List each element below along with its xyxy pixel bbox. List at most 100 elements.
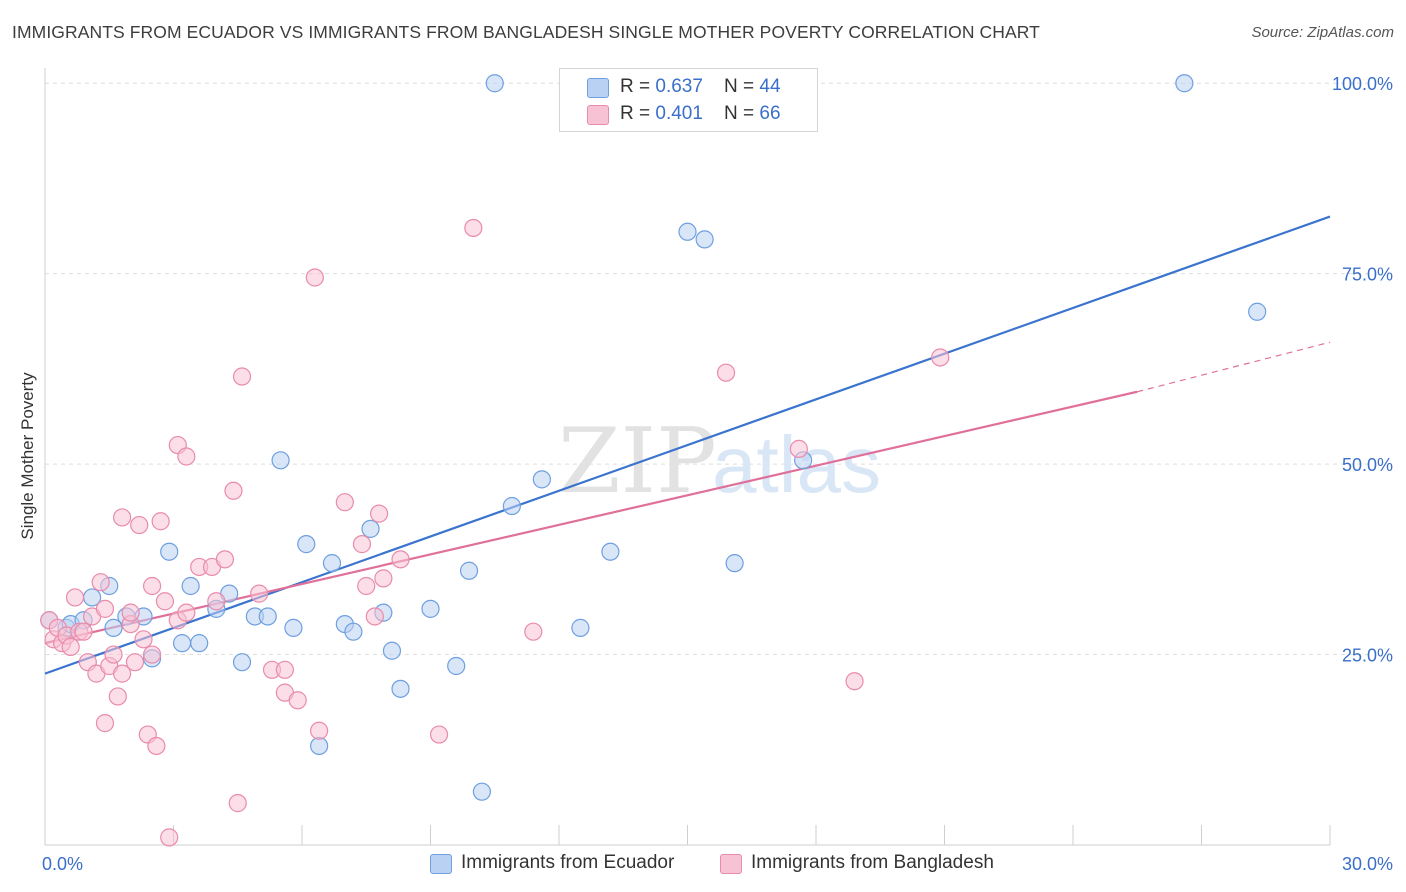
trend-lines	[44, 215, 1331, 675]
point-ecuador	[310, 736, 329, 756]
legend-r-value: 0.401	[655, 103, 703, 124]
point-ecuador	[485, 74, 504, 93]
point-ecuador	[502, 496, 521, 516]
point-bangladesh	[352, 535, 372, 554]
point-ecuador	[571, 618, 590, 637]
point-ecuador	[391, 679, 410, 698]
chart-title: IMMIGRANTS FROM ECUADOR VS IMMIGRANTS FR…	[12, 22, 1040, 42]
y-tick-label: 100.0%	[1332, 74, 1393, 94]
point-bangladesh	[228, 794, 247, 813]
point-ecuador	[258, 607, 277, 626]
point-bangladesh	[142, 645, 162, 664]
point-bangladesh	[250, 584, 269, 603]
point-ecuador	[271, 451, 290, 470]
point-bangladesh	[125, 653, 145, 672]
legend-row-bangladesh: R = 0.401 N = 66	[560, 101, 817, 127]
point-bangladesh	[357, 576, 376, 596]
correlation-legend: R = 0.637 N = 44 R = 0.401 N = 66	[559, 68, 818, 132]
watermark: ZIP atlas	[558, 409, 881, 514]
point-bangladesh	[121, 603, 140, 622]
y-tick-label: 75.0%	[1342, 265, 1393, 285]
tick-labels: 25.0% 50.0% 75.0% 100.0% 0.0% 30.0%	[42, 74, 1393, 874]
legend-n-label: N =	[724, 103, 760, 124]
series-swatch-bangladesh	[720, 854, 742, 874]
legend-swatch-ecuador	[587, 78, 609, 98]
point-bangladesh	[108, 687, 127, 706]
point-ecuador	[160, 542, 179, 561]
point-bangladesh	[112, 664, 132, 683]
point-bangladesh	[365, 607, 384, 626]
point-ecuador	[297, 535, 316, 554]
point-bangladesh	[464, 218, 483, 238]
point-bangladesh	[112, 508, 132, 527]
y-tick-label: 50.0%	[1342, 455, 1393, 475]
point-bangladesh	[374, 569, 393, 588]
legend-n-value: 44	[759, 76, 781, 97]
point-bangladesh	[215, 550, 234, 569]
point-bangladesh	[232, 367, 252, 386]
point-ecuador	[181, 576, 200, 596]
point-ecuador	[421, 599, 440, 618]
point-bangladesh	[95, 714, 115, 733]
series-label-bangladesh: Immigrants from Bangladesh	[751, 852, 994, 873]
point-bangladesh	[142, 576, 162, 596]
legend-r-value: 0.637	[655, 76, 703, 97]
point-bangladesh	[288, 691, 307, 710]
point-ecuador	[695, 230, 714, 249]
data-points	[40, 74, 1267, 847]
point-ecuador	[232, 653, 252, 672]
chart-source: Source: ZipAtlas.com	[1251, 24, 1394, 41]
legend-n-value: 66	[759, 103, 781, 124]
point-ecuador	[725, 554, 744, 573]
point-bangladesh	[74, 622, 93, 641]
point-ecuador	[361, 519, 380, 538]
point-ecuador	[284, 618, 303, 637]
point-bangladesh	[160, 828, 179, 847]
legend-row-ecuador: R = 0.637 N = 44	[560, 74, 817, 100]
point-ecuador	[1248, 302, 1267, 321]
point-ecuador	[1175, 74, 1194, 93]
point-ecuador	[382, 641, 402, 660]
point-bangladesh	[391, 550, 410, 569]
point-bangladesh	[95, 599, 115, 618]
point-bangladesh	[155, 592, 175, 611]
trend-line-ecuador	[44, 215, 1331, 675]
point-bangladesh	[91, 573, 110, 592]
point-bangladesh	[429, 725, 449, 744]
point-ecuador	[532, 470, 551, 489]
series-swatch-ecuador	[430, 854, 452, 874]
point-ecuador	[190, 634, 209, 653]
point-bangladesh	[789, 439, 808, 458]
point-bangladesh	[310, 721, 329, 740]
point-ecuador	[172, 634, 192, 653]
point-ecuador	[104, 618, 123, 637]
point-bangladesh	[177, 603, 196, 622]
x-tick-label: 30.0%	[1342, 854, 1393, 874]
point-ecuador	[678, 222, 697, 241]
point-bangladesh	[524, 622, 543, 641]
y-axis-label: Single Mother Poverty	[18, 372, 37, 540]
point-ecuador	[322, 554, 342, 573]
point-bangladesh	[931, 348, 950, 367]
point-bangladesh	[335, 493, 354, 512]
point-bangladesh	[305, 268, 324, 287]
trend-line-bangladesh-extension	[1137, 341, 1331, 393]
point-bangladesh	[370, 504, 389, 523]
legend-n-label: N =	[724, 76, 760, 97]
point-bangladesh	[104, 645, 123, 664]
point-bangladesh	[207, 592, 226, 611]
point-bangladesh	[134, 630, 153, 649]
x-tick-label: 0.0%	[42, 854, 83, 874]
y-tick-label: 25.0%	[1342, 646, 1393, 666]
point-bangladesh	[845, 672, 864, 691]
grid-lines	[45, 82, 1370, 656]
point-bangladesh	[65, 588, 85, 607]
point-bangladesh	[275, 660, 294, 679]
point-bangladesh	[61, 637, 80, 657]
legend-r-label: R =	[620, 103, 656, 124]
point-bangladesh	[177, 447, 196, 466]
watermark-zip: ZIP	[558, 409, 717, 514]
point-ecuador	[447, 656, 466, 676]
point-bangladesh	[130, 515, 149, 535]
